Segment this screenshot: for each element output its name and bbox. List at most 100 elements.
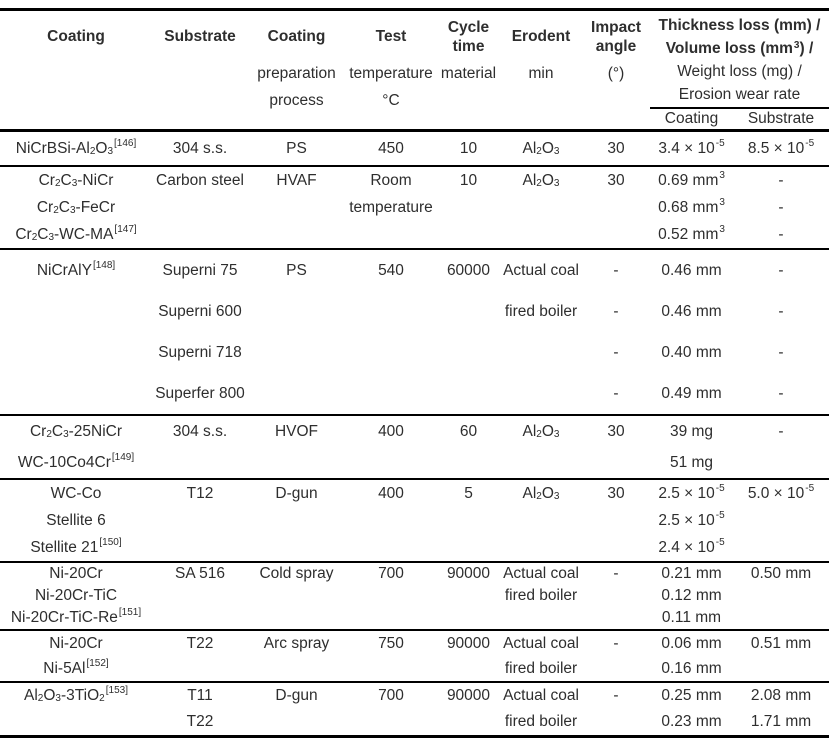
loss-coating-value: 0.69 mm 3 [658,169,725,189]
col-substrate: SA 516 [152,563,248,629]
loss-coating-value: 2.5 × 10 -5 [658,509,725,529]
angle-value: - [613,261,619,279]
loss-substrate-value: - [778,225,784,243]
erodent-value: fired boiler [504,659,578,677]
col-coating: WC-Co Stellite 6 Stellite 21 [150] [0,480,152,561]
loss-coating-value: 0.49 mm [661,384,722,402]
col-erodent: Al 2 O 3 [500,416,582,478]
header-subtitle: temperature [349,65,433,82]
loss-substrate-value: - [778,261,784,279]
substrate-value [152,534,248,561]
cycle-value [437,585,500,607]
substrate-value: Superni 600 [158,302,242,320]
coating-value: Cr 2 C 3 -WC-MA [147] [15,223,137,243]
loss-coating-value: 0.21 mm [661,565,722,582]
substrate-value: T22 [186,713,214,730]
col-substrate: T11 T22 [152,683,248,735]
temp-value [345,709,437,735]
loss-header-line-weight: Weight loss (mg) / [677,63,802,80]
loss-coating-value: 0.16 mm [661,659,722,677]
header-title-erodent: Erodent [511,28,571,46]
angle-value: 30 [607,139,625,157]
header-subtitle: material [440,65,497,82]
col-process: HVOF [248,416,345,478]
process-value: HVAF [276,171,317,189]
temp-value: 540 [378,261,404,279]
header-subtitle: (°) [607,65,625,82]
col-angle: 30 [582,132,650,165]
header-subtitle: min [528,65,554,82]
col-process: D-gun [248,683,345,735]
angle-value [582,534,650,561]
col-substrate: Superni 75 Superni 600 Superni 718 Superfer… [152,250,248,414]
erodent-value: Actual coal [503,634,579,652]
temp-value [345,585,437,607]
temp-value: 700 [378,687,404,704]
loss-substrate-value: 0.51 mm [750,634,812,652]
angle-value: - [613,687,619,704]
col-process: PS [248,132,345,165]
col-process: D-gun [248,480,345,561]
angle-value: 30 [607,171,625,189]
col-cycle: 60 [437,416,500,478]
col-substrate: 304 s.s. [152,132,248,165]
coating-value: Stellite 21 [150] [30,536,122,556]
header-title-substrate: Substrate [164,28,236,46]
col-loss-coating: 0.06 mm 0.16 mm [650,631,733,681]
process-value [248,507,345,534]
col-substrate: 304 s.s. [152,416,248,478]
process-value: D-gun [275,484,318,502]
loss-coating-value: 0.06 mm [661,634,722,652]
loss-header-line-volume: Volume loss (mm3) / [665,40,814,57]
loss-coating-value: 0.12 mm [661,587,722,604]
coating-value: Stellite 6 [46,511,106,529]
col-loss-coating: 2.5 × 10 -5 2.5 × 10 -5 2.4 × 10 -5 [650,480,733,561]
table-section: Al 2 O 3 -3TiO 2 [153] T11 T22 D-gun 700 90000 Actua… [0,681,829,735]
loss-coating-value: 0.46 mm [661,261,722,279]
header-col-substrate: Substrate [152,14,248,129]
loss-substrate-value: 5.0 × 10 -5 [747,482,815,502]
col-coating: Ni-20Cr Ni-5Al [152] [0,631,152,681]
loss-coating-value: 0.23 mm [661,713,722,730]
angle-value [582,194,650,221]
loss-substrate-value [733,607,829,629]
angle-value [582,221,650,248]
cycle-value: 10 [459,139,478,157]
table-section: NiCrAlY [148] Superni 75 Superni 600 Superni… [0,248,829,414]
header-subtitle: process [269,92,324,109]
substrate-value: T22 [186,634,214,652]
col-loss-substrate: 0.50 mm [733,563,829,629]
coating-value: Al 2 O 3 -3TiO 2 [153] [24,685,128,705]
loss-substrate-value: - [778,343,784,361]
angle-value [582,656,650,681]
col-angle: - - - - [582,250,650,414]
loss-substrate-value [733,534,829,561]
temp-value: 450 [378,139,404,157]
substrate-value: T12 [186,484,214,502]
substrate-value: Superni 718 [158,343,242,361]
temp-value [345,656,437,681]
erodent-value [500,447,582,478]
col-angle: - [582,631,650,681]
temp-value: 750 [378,634,404,652]
col-cycle: 10 [437,132,500,165]
loss-coating-value: 51 mg [669,453,714,471]
substrate-value: Carbon steel [156,171,244,189]
temp-value [345,607,437,629]
cycle-value [437,607,500,629]
col-erodent: Actual coal fired boiler [500,683,582,735]
loss-header-line-thickness: Thickness loss (mm) / [658,17,821,34]
angle-value: 30 [607,484,625,502]
col-coating: Al 2 O 3 -3TiO 2 [153] [0,683,152,735]
loss-substrate-value [733,447,829,478]
col-process: PS [248,250,345,414]
process-value [248,332,345,373]
header-title-impact-angle: Impact angle [591,18,641,55]
coating-value: WC-Co [50,484,102,502]
table-section: NiCrBSi-Al 2 O 3 [146] 304 s.s. PS 450 10 Al 2 O 3 30… [0,132,829,165]
loss-substrate-value: 1.71 mm [750,713,812,730]
cycle-value: 10 [459,171,478,189]
process-value: HVOF [274,422,319,440]
cycle-value [437,656,500,681]
coating-value: Cr 2 C 3 -FeCr [36,198,116,216]
